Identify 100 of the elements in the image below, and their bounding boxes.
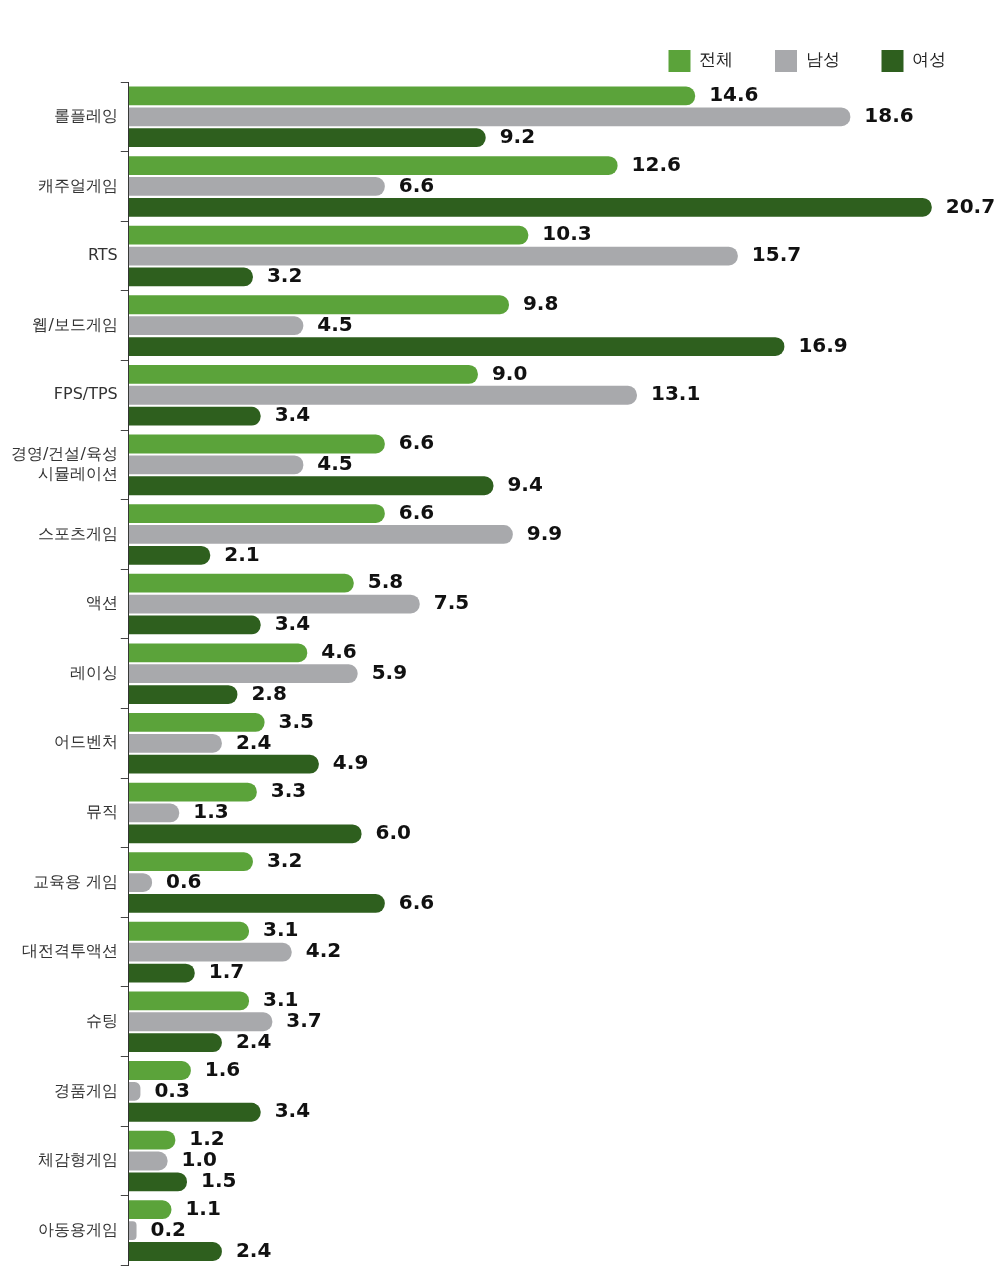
data-label: 0.3 xyxy=(154,1077,190,1102)
legend-label: 전체 xyxy=(699,49,733,70)
data-label: 4.6 xyxy=(321,639,357,664)
bar xyxy=(128,525,513,544)
y-tick-label: 경영/건설/육성 시뮬레이션 xyxy=(11,444,118,483)
data-label: 2.4 xyxy=(235,729,272,754)
data-label: 3.3 xyxy=(270,778,307,803)
data-label: 0.6 xyxy=(166,868,202,893)
y-tick-label: 체감형게임 xyxy=(37,1150,118,1170)
data-label: 14.6 xyxy=(709,82,759,107)
bar xyxy=(128,434,385,454)
data-label: 2.4 xyxy=(235,1028,272,1053)
data-label: 18.6 xyxy=(864,103,914,128)
bar xyxy=(128,685,238,704)
bar xyxy=(128,156,618,175)
bar xyxy=(128,754,319,774)
data-label: 6.6 xyxy=(398,172,435,197)
bar xyxy=(128,921,250,941)
data-label: 4.5 xyxy=(317,311,353,336)
y-tick-label: 교육용 게임 xyxy=(32,871,118,891)
bar xyxy=(128,942,292,962)
y-tick-label: RTS xyxy=(87,245,118,265)
bar xyxy=(128,1033,222,1053)
data-label: 6.0 xyxy=(375,820,411,845)
data-label: 16.9 xyxy=(798,332,848,357)
data-label: 1.1 xyxy=(185,1195,221,1220)
bar xyxy=(128,406,261,426)
data-label: 9.2 xyxy=(499,123,536,148)
data-label: 0.2 xyxy=(150,1216,186,1241)
bar xyxy=(128,1221,137,1240)
data-label: 3.5 xyxy=(278,708,314,733)
y-tick-label: 경품게임 xyxy=(53,1080,118,1100)
bar xyxy=(128,713,265,732)
bar xyxy=(128,107,851,127)
bar xyxy=(128,364,478,384)
bar xyxy=(128,385,637,405)
data-label: 4.5 xyxy=(317,451,353,476)
bar xyxy=(128,1242,222,1261)
bar xyxy=(128,594,420,614)
data-label: 3.2 xyxy=(266,847,303,872)
data-label: 9.8 xyxy=(522,290,559,315)
y-tick-label: 슈팅 xyxy=(85,1010,118,1030)
bar xyxy=(128,852,253,872)
data-label: 6.6 xyxy=(398,430,435,455)
data-label: 3.2 xyxy=(266,263,303,288)
bar xyxy=(128,894,385,913)
data-label: 4.2 xyxy=(305,938,342,963)
bar xyxy=(128,476,494,496)
bar xyxy=(128,824,362,844)
data-label: 9.0 xyxy=(491,360,528,385)
bar xyxy=(128,1061,191,1080)
data-label: 1.7 xyxy=(208,959,245,984)
y-tick-label: 아동용게임 xyxy=(37,1219,118,1239)
data-label: 5.9 xyxy=(371,659,408,684)
bar xyxy=(128,337,785,356)
legend-label: 남성 xyxy=(805,49,840,70)
bar xyxy=(128,1151,168,1171)
y-tick-label: FPS/TPS xyxy=(53,384,118,404)
data-label: 1.3 xyxy=(193,799,229,824)
data-label: 6.6 xyxy=(398,889,435,914)
bar xyxy=(128,86,696,106)
data-label: 2.4 xyxy=(235,1237,272,1262)
bar xyxy=(128,267,253,287)
data-label: 12.6 xyxy=(631,151,681,176)
bar xyxy=(128,1102,261,1122)
data-label: 4.9 xyxy=(332,750,369,775)
bar xyxy=(128,1012,273,1032)
y-tick-label: 대전격투액션 xyxy=(21,941,118,961)
legend-label: 여성 xyxy=(912,49,946,70)
y-tick-label: 어드벤처 xyxy=(53,732,118,752)
data-label: 2.8 xyxy=(251,680,287,705)
data-label: 15.7 xyxy=(751,242,802,267)
bar xyxy=(128,128,486,148)
y-tick-label: 웹/보드게임 xyxy=(32,314,118,334)
bar xyxy=(128,504,385,523)
data-label: 10.3 xyxy=(542,221,592,246)
data-label: 9.9 xyxy=(526,520,563,545)
y-tick-label: 캐주얼게임 xyxy=(37,175,118,195)
data-label: 3.4 xyxy=(274,611,311,636)
data-label: 20.7 xyxy=(945,193,996,218)
data-label: 9.4 xyxy=(507,471,543,496)
data-label: 3.4 xyxy=(274,402,311,427)
bar xyxy=(128,782,257,802)
bar xyxy=(128,803,180,823)
bar xyxy=(128,316,304,336)
data-label: 2.1 xyxy=(224,541,260,566)
bar xyxy=(128,733,222,753)
bar xyxy=(128,1172,187,1192)
bar xyxy=(128,246,738,266)
data-label: 6.6 xyxy=(398,499,435,524)
bar xyxy=(128,177,385,196)
bar xyxy=(128,455,304,475)
data-label: 5.8 xyxy=(367,569,404,594)
bar xyxy=(128,1130,176,1150)
data-label: 7.5 xyxy=(433,590,470,615)
data-label: 3.4 xyxy=(274,1098,311,1123)
bar xyxy=(128,963,195,983)
bar xyxy=(128,643,308,663)
y-tick-label: 롤플레잉 xyxy=(53,105,118,125)
bar xyxy=(128,295,509,315)
